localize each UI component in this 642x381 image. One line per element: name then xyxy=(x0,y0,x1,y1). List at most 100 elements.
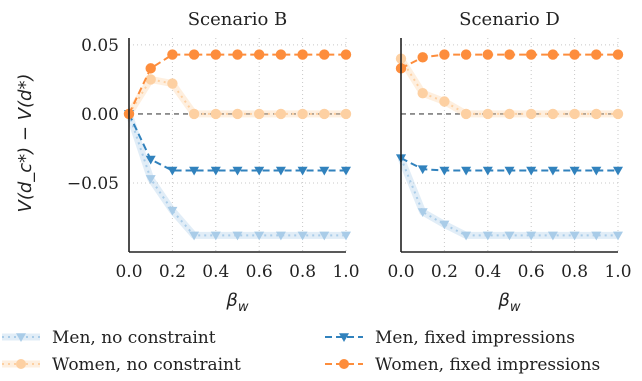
data-point-triangle xyxy=(341,166,351,176)
x-tick-label: 1.0 xyxy=(332,262,359,282)
data-point-triangle xyxy=(526,231,537,241)
data-point-circle xyxy=(460,108,472,120)
data-point-triangle xyxy=(319,231,330,241)
data-point-circle xyxy=(297,108,308,120)
data-point-circle xyxy=(232,49,243,60)
data-point-triangle xyxy=(167,206,178,216)
data-point-triangle xyxy=(210,231,221,241)
xlabel-sub: w xyxy=(510,300,521,315)
legend-marker-triangle xyxy=(339,333,349,342)
data-point-circle xyxy=(482,108,493,120)
panel-title: Scenario B xyxy=(188,9,288,30)
data-point-circle xyxy=(210,108,221,120)
data-point-circle xyxy=(145,74,156,85)
legend-label: Men, fixed impressions xyxy=(375,328,575,348)
xlabel-beta: β xyxy=(497,290,510,311)
y-tick-label: −0.05 xyxy=(67,174,119,194)
series-line xyxy=(128,113,346,172)
data-point-triangle xyxy=(569,166,580,176)
data-point-circle xyxy=(417,88,428,99)
data-point-circle xyxy=(460,49,472,60)
data-point-triangle xyxy=(547,231,558,241)
panel-scenario-d: 0.0 0.2 0.4 0.6 0.8 1.0 Scenario D βw xyxy=(387,9,631,315)
data-point-circle xyxy=(439,96,450,107)
y-tick-label: 0.00 xyxy=(81,105,119,125)
data-point-triangle xyxy=(297,231,308,241)
y-tick-label: 0.05 xyxy=(81,36,119,56)
x-tick-label: 0.2 xyxy=(159,262,186,282)
series-line xyxy=(128,53,346,115)
data-point-circle xyxy=(482,49,493,60)
legend-marker-circle xyxy=(16,359,26,369)
data-point-circle xyxy=(504,49,515,60)
data-point-circle xyxy=(340,49,352,60)
data-point-circle xyxy=(188,108,200,120)
data-point-triangle xyxy=(591,166,602,176)
data-point-triangle xyxy=(613,166,623,176)
legend-label: Women, no constraint xyxy=(52,355,241,375)
data-point-triangle xyxy=(254,166,265,176)
data-point-triangle xyxy=(569,231,580,241)
data-point-circle xyxy=(275,108,287,120)
x-tick-label: 0.0 xyxy=(115,262,142,282)
data-point-circle xyxy=(254,49,265,60)
data-point-triangle xyxy=(461,166,472,176)
data-point-triangle xyxy=(167,166,178,176)
series-band xyxy=(398,56,618,118)
data-point-triangle xyxy=(254,231,265,241)
data-point-triangle xyxy=(232,166,243,176)
data-point-triangle xyxy=(482,231,493,241)
x-tick-label: 0.8 xyxy=(561,262,588,282)
xlabel-beta: β xyxy=(225,290,238,311)
x-axis-label: βw xyxy=(225,290,249,315)
legend-marker-circle xyxy=(339,359,349,369)
x-tick-label: 0.4 xyxy=(202,262,229,282)
data-point-circle xyxy=(254,108,265,120)
data-point-circle xyxy=(340,108,352,120)
data-point-circle xyxy=(145,63,156,74)
data-point-circle xyxy=(612,108,624,120)
data-point-circle xyxy=(439,49,450,60)
data-point-circle xyxy=(526,108,537,120)
data-point-triangle xyxy=(591,231,602,241)
x-tick-label: 0.6 xyxy=(246,262,273,282)
x-tick-label: 0.6 xyxy=(518,262,545,282)
data-point-triangle xyxy=(482,166,493,176)
legend-label: Women, fixed impressions xyxy=(375,355,600,375)
data-point-triangle xyxy=(526,166,537,176)
data-point-triangle xyxy=(504,166,515,176)
x-axis-label: βw xyxy=(497,290,521,315)
data-point-circle xyxy=(188,49,200,60)
data-point-triangle xyxy=(439,220,450,230)
xlabel-sub: w xyxy=(238,300,249,315)
data-point-triangle xyxy=(275,231,286,241)
data-point-triangle xyxy=(210,166,221,176)
data-point-circle xyxy=(167,49,178,60)
legend-label: Men, no constraint xyxy=(52,328,216,348)
data-point-triangle xyxy=(189,231,200,241)
x-tick-label: 0.2 xyxy=(431,262,458,282)
data-point-triangle xyxy=(504,231,515,241)
data-point-circle xyxy=(569,49,580,60)
data-point-triangle xyxy=(417,165,428,175)
data-point-triangle xyxy=(145,155,156,165)
data-point-circle xyxy=(232,108,243,120)
panel-scenario-b: 0.0 0.2 0.4 0.6 0.8 1.0 0.05 0.00 −0.05 Scenario … xyxy=(15,9,360,315)
data-point-circle xyxy=(547,108,559,120)
data-point-circle xyxy=(210,49,221,60)
x-tick-label: 0.4 xyxy=(474,262,501,282)
data-point-circle xyxy=(319,108,330,120)
data-point-circle xyxy=(526,49,537,60)
legend-marker-triangle xyxy=(16,333,26,342)
data-point-triangle xyxy=(319,166,330,176)
data-point-circle xyxy=(612,49,624,60)
data-point-circle xyxy=(569,108,580,120)
data-point-circle xyxy=(504,108,515,120)
data-point-triangle xyxy=(461,231,472,241)
data-point-circle xyxy=(591,49,602,60)
y-axis-label: V(d_c*) − V(d*) xyxy=(15,74,36,213)
data-point-triangle xyxy=(189,166,200,176)
x-tick-label: 0.8 xyxy=(289,262,316,282)
x-tick-label: 0.0 xyxy=(387,262,414,282)
